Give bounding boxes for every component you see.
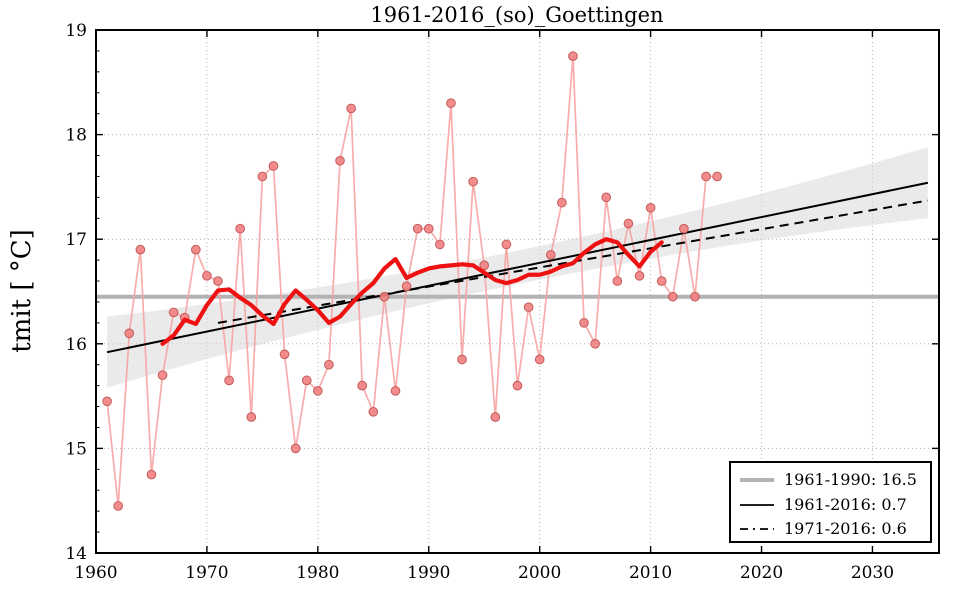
- data-point-1989: [413, 224, 422, 233]
- data-point-1988: [402, 282, 411, 291]
- data-point-1969: [192, 245, 201, 254]
- data-point-1991: [436, 240, 445, 249]
- data-point-2016: [713, 172, 722, 181]
- x-tick-label: 2000: [518, 563, 561, 583]
- x-tick-label: 2010: [629, 563, 672, 583]
- data-point-1975: [258, 172, 267, 181]
- chart-canvas: 1960 1970 1980 1990 2000 2010 2020 2030 14 15 16 1…: [0, 0, 960, 600]
- data-point-1990: [424, 224, 433, 233]
- data-point-1970: [203, 272, 212, 281]
- data-point-1984: [358, 381, 367, 390]
- data-point-2015: [702, 172, 711, 181]
- data-point-1998: [513, 381, 522, 390]
- data-point-2012: [668, 292, 677, 301]
- data-point-1999: [524, 303, 533, 312]
- data-point-1962: [114, 502, 123, 511]
- y-tick-label: 16: [65, 335, 87, 355]
- data-point-1967: [169, 308, 178, 317]
- data-point-2011: [657, 277, 666, 286]
- data-point-2008: [624, 219, 633, 228]
- legend-entry-trend-1971: 1971-2016: 0.6: [784, 519, 907, 538]
- data-point-2010: [646, 204, 655, 213]
- data-point-1977: [280, 350, 289, 359]
- x-tick-label: 2020: [740, 563, 783, 583]
- data-point-1961: [103, 397, 112, 406]
- data-point-2009: [635, 272, 644, 281]
- data-point-1992: [447, 99, 456, 108]
- x-tick-label: 1970: [185, 563, 228, 583]
- data-point-2001: [546, 251, 555, 260]
- data-point-2002: [558, 198, 567, 207]
- data-point-1973: [236, 224, 245, 233]
- data-point-1972: [225, 376, 234, 385]
- y-axis-label: tmit [ °C]: [7, 229, 37, 353]
- data-point-1974: [247, 413, 256, 422]
- data-point-1965: [147, 470, 156, 479]
- data-point-1966: [158, 371, 167, 380]
- data-point-1987: [391, 387, 400, 396]
- data-point-2013: [680, 224, 689, 233]
- data-point-1985: [369, 407, 378, 416]
- data-point-2014: [691, 292, 700, 301]
- data-point-1986: [380, 292, 389, 301]
- data-point-2000: [535, 355, 544, 364]
- data-point-1982: [336, 156, 345, 165]
- y-tick-label: 15: [65, 439, 87, 459]
- data-point-1994: [469, 177, 478, 186]
- y-tick-label: 19: [65, 21, 87, 41]
- data-point-1978: [291, 444, 300, 453]
- x-tick-label: 2030: [851, 563, 894, 583]
- data-point-1971: [214, 277, 223, 286]
- x-tick-label: 1980: [296, 563, 339, 583]
- data-point-1964: [136, 245, 145, 254]
- data-point-1996: [491, 413, 500, 422]
- chart-title: 1961-2016_(so)_Goettingen: [370, 3, 663, 27]
- x-tick-label: 1990: [407, 563, 450, 583]
- data-point-1979: [302, 376, 311, 385]
- data-point-2005: [591, 340, 600, 349]
- data-point-2006: [602, 193, 611, 202]
- y-tick-label: 14: [65, 544, 87, 564]
- y-tick-label: 18: [65, 126, 87, 146]
- temperature-trend-figure: 1960 1970 1980 1990 2000 2010 2020 2030 14 15 16 1…: [0, 0, 960, 600]
- data-point-1993: [458, 355, 467, 364]
- data-point-1963: [125, 329, 134, 338]
- y-tick-label: 17: [65, 230, 87, 250]
- x-tick-label: 1960: [74, 563, 117, 583]
- data-point-1981: [325, 360, 334, 369]
- data-point-1983: [347, 104, 356, 113]
- data-point-1980: [314, 387, 323, 396]
- legend: 1961-1990: 16.5 1961-2016: 0.7 1971-2016…: [730, 462, 931, 542]
- data-point-2004: [580, 319, 589, 328]
- data-point-2003: [569, 52, 578, 61]
- legend-entry-reference: 1961-1990: 16.5: [784, 470, 917, 489]
- legend-entry-trend-1961: 1961-2016: 0.7: [784, 495, 907, 514]
- data-point-1997: [502, 240, 511, 249]
- data-point-2007: [613, 277, 622, 286]
- data-point-1976: [269, 162, 278, 171]
